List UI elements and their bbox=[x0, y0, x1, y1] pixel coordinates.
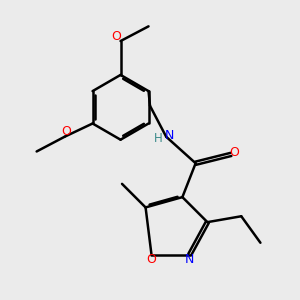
Text: O: O bbox=[111, 30, 121, 43]
Text: O: O bbox=[61, 125, 71, 138]
Text: H: H bbox=[154, 132, 162, 145]
Text: O: O bbox=[229, 146, 239, 159]
Text: O: O bbox=[146, 253, 156, 266]
Text: N: N bbox=[185, 253, 194, 266]
Text: N: N bbox=[165, 129, 174, 142]
